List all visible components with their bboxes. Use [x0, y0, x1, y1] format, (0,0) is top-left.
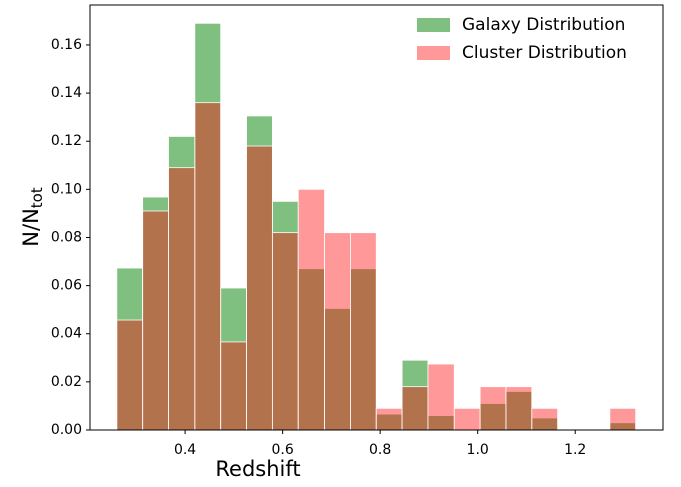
bar: [505, 391, 533, 431]
y-tick-label: 0.12: [51, 133, 82, 149]
bar: [297, 188, 325, 431]
x-tick-label: 0.4: [174, 442, 196, 458]
bar: [350, 232, 377, 431]
bar: [531, 407, 559, 431]
bar: [350, 268, 377, 431]
legend-label: Cluster Distribution: [462, 43, 627, 63]
bar: [168, 167, 196, 431]
bar: [168, 135, 196, 431]
y-tick-label: 0.10: [51, 181, 82, 197]
plot-frame: [89, 4, 664, 431]
bar: [453, 407, 481, 431]
y-tick-label: 0.02: [51, 374, 82, 390]
x-tick-label: 0.6: [271, 442, 293, 458]
y-tick-label: 0.16: [51, 37, 82, 53]
y-tick-label: 0.06: [51, 278, 82, 294]
y-axis-label-sub: tot: [28, 187, 46, 208]
bar: [142, 196, 169, 431]
bar: [194, 102, 222, 431]
bar: [427, 363, 455, 431]
x-tick-label: 1.2: [564, 442, 586, 458]
legend-swatch: [417, 46, 450, 60]
legend-swatch: [417, 18, 450, 32]
bar: [271, 232, 299, 431]
bar: [479, 403, 507, 431]
bar: [505, 386, 533, 431]
legend-label: Galaxy Distribution: [462, 15, 625, 35]
bar: [401, 386, 429, 431]
y-tick-label: 0.00: [51, 422, 82, 438]
bar: [375, 407, 403, 431]
y-tick-label: 0.04: [51, 326, 82, 342]
x-tick-label: 0.8: [369, 442, 391, 458]
bar: [324, 232, 351, 431]
bar: [116, 319, 144, 431]
bar: [220, 341, 247, 431]
bar: [142, 210, 169, 431]
y-axis-label-main: N/N: [19, 208, 43, 247]
bar: [609, 407, 637, 431]
y-tick-label: 0.14: [51, 85, 82, 101]
y-axis-label: N/Ntot: [19, 187, 46, 247]
y-tick-label: 0.08: [51, 229, 82, 245]
bar: [246, 145, 273, 431]
bar: [116, 267, 144, 431]
x-tick-label: 1.0: [467, 442, 489, 458]
bar: [479, 386, 507, 431]
x-axis-label: Redshift: [215, 457, 300, 481]
